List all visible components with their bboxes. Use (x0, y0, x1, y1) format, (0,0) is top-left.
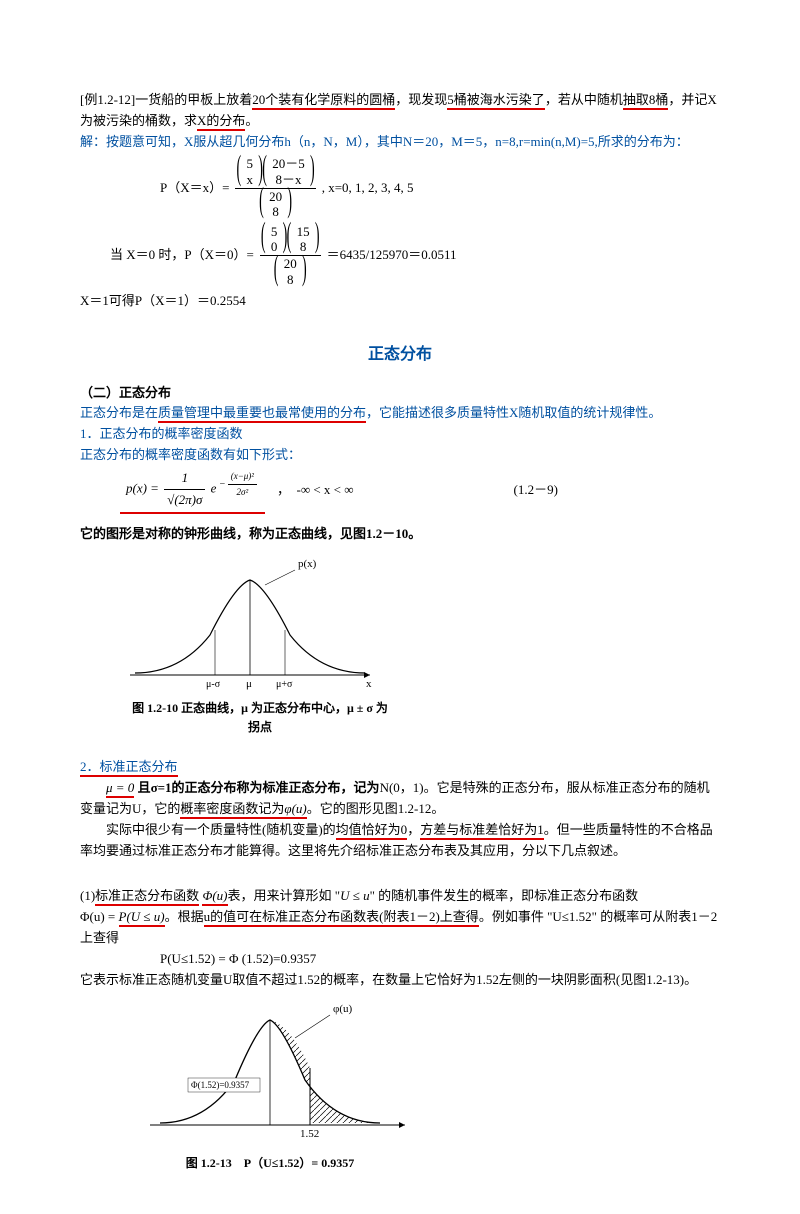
phi-line2: Φ(u) = P(U ≤ u)。根据u的值可在标准正态分布函数表(附表1－2)上… (80, 907, 720, 949)
phi-p3: 它表示标准正态随机变量U取值不超过1.52的概率，在数量上它恰好为1.52左侧的… (80, 970, 720, 991)
figcap1: 图 1.2-10 正态曲线，μ 为正态分布中心，μ ± σ 为 拐点 (110, 699, 410, 737)
px-label: P（X＝x）= (160, 178, 229, 199)
std-h-text: 2．标准正态分布 (80, 759, 178, 777)
shaded-figure: φ(u) Φ(1.52)=0.9357 1.52 (140, 990, 720, 1150)
fc1b: 拐点 (248, 720, 272, 734)
iu: 质量管理中最重要也最常使用的分布 (158, 405, 366, 423)
b1t: 5 (246, 156, 253, 172)
c3t: 20 (284, 256, 297, 272)
underline-3: 抽取8桶 (623, 92, 669, 110)
formula-px: P（X＝x）= 5x 20－58－x 208 , x=0, 1, 2, 3, 4… (160, 156, 720, 219)
shaded-svg: φ(u) Φ(1.52)=0.9357 1.52 (140, 990, 420, 1150)
xax: x (366, 678, 372, 690)
xvals: , x=0, 1, 2, 3, 4, 5 (322, 178, 414, 199)
phiu: φ(u) (284, 801, 306, 819)
res0: ＝6435/125970＝0.0511 (327, 245, 457, 266)
c2t: 15 (297, 224, 310, 240)
example-label: [例1.2-12] (80, 92, 135, 107)
l1: 正态分布的概率密度函数有如下形式： (80, 445, 720, 466)
mu0: μ = 0 (106, 780, 134, 798)
when0: 当 X＝0 时，P（X＝0）= (110, 245, 254, 266)
t2: ，现发现 (395, 92, 447, 107)
example-block: [例1.2-12]一货船的甲板上放着20个装有化学原料的圆桶，现发现5桶被海水污… (80, 90, 720, 132)
formula-x0: 当 X＝0 时，P（X＝0）= 50 158 208 ＝6435/125970＝… (110, 224, 720, 287)
i1: 正态分布 (80, 405, 132, 420)
pc: " 的随机事件发生的概率，即标准正态分布函数 (370, 888, 639, 903)
x1-line: X＝1可得P（X＝1）＝0.2554 (80, 291, 720, 312)
sub1: 1．正态分布的概率密度函数 (80, 424, 720, 445)
h2-text: （二）正态分布 (80, 385, 171, 400)
pa: (1) (80, 888, 95, 903)
c3b: 8 (284, 272, 297, 288)
underline-4: X的分布 (197, 113, 245, 131)
su1: 均值恰好为0 (336, 822, 408, 840)
phi-p1: (1)标准正态分布函数 Φ(u)表，用来计算形如 "U ≤ u" 的随机事件发生… (80, 886, 720, 907)
mu-s: μ-σ (206, 679, 221, 690)
underline-1: 20个装有化学原料的圆桶 (252, 92, 395, 110)
Phi: Φ(u) (202, 888, 227, 906)
fc1a: 图 1.2-10 正态曲线，μ 为正态分布中心，μ ± σ 为 (132, 701, 388, 715)
pd: 概率密度函数记为 (180, 801, 284, 819)
underline-2: 5桶被海水污染了 (447, 92, 545, 110)
bell-label: p(x) (298, 558, 317, 570)
range: ， -∞ < x < ∞ (277, 480, 354, 501)
belltext: 它的图形是对称的钟形曲线，称为正态曲线，见图1.2－10。 (80, 524, 720, 545)
eqnum: (1.2－9) (514, 480, 558, 501)
bell-svg: p(x) μ μ-σ μ+σ x (120, 545, 380, 695)
pu2: u的值可在标准正态分布函数表(附表1－2)上查得 (204, 909, 479, 927)
density-formula: p(x) = 1√(2π)σ e −(x−μ)²2σ² ， -∞ < x < ∞… (120, 466, 720, 515)
phi-val: Φ(1.52)=0.9357 (191, 1080, 250, 1090)
mu-ps: μ+σ (276, 679, 293, 690)
c1t: 5 (271, 224, 278, 240)
p1b: 的正态分布称为标准正态分布，记为 (172, 780, 380, 795)
l2b: 。根据 (165, 909, 204, 924)
figcap2: 图 1.2-13 P（U≤1.52）= 0.9357 (130, 1154, 410, 1173)
t3: ，若从中随机 (545, 92, 623, 107)
x152: 1.52 (300, 1128, 319, 1140)
b3t: 20 (269, 189, 282, 205)
std-p2: 实际中很少有一个质量特性(随机变量)的均值恰好为0，方差与标准差恰好为1。但一些… (80, 820, 720, 862)
mu: μ (246, 678, 252, 690)
p2a: 实际中很少有一个质量特性(随机变量)的 (106, 822, 336, 837)
i3: ，它能描述很多质量特性X随机取值的统计规律性。 (366, 405, 661, 420)
intro: 正态分布是在质量管理中最重要也最常使用的分布，它能描述很多质量特性X随机取值的统… (80, 403, 720, 424)
solution-text: 解：按题意可知，X服从超几何分布h（n，N，M），其中N＝20，M＝5，n=8,… (80, 134, 689, 149)
phi-label: φ(u) (333, 1003, 353, 1015)
p1a: 且σ=1 (138, 780, 172, 795)
phi-eq: P(U≤1.52) = Φ (1.52)=0.9357 (160, 949, 720, 970)
b1b: x (246, 172, 253, 188)
belltext-b: 它的图形是对称的钟形曲线，称为正态曲线，见图1.2－10。 (80, 526, 421, 541)
pb: 表，用来计算形如 " (228, 888, 341, 903)
b3b: 8 (269, 204, 282, 220)
b2t: 20－5 (272, 156, 305, 172)
std-h: 2．标准正态分布 (80, 757, 720, 778)
p2b: ， (407, 822, 420, 837)
t1: 一货船的甲板上放着 (135, 92, 252, 107)
bell-figure: p(x) μ μ-σ μ+σ x (120, 545, 720, 695)
t5: 。 (245, 113, 258, 128)
PU: P(U ≤ u) (119, 909, 165, 927)
section-title: 正态分布 (80, 342, 720, 368)
h2: （二）正态分布 (80, 383, 720, 404)
su2: 方差与标准差恰好为1 (420, 822, 544, 840)
pu1: 标准正态分布函数 (95, 888, 199, 906)
std-p1: μ = 0 且σ=1的正态分布称为标准正态分布，记为N(0，1)。它是特殊的正态… (80, 778, 720, 820)
p1d: 。它的图形见图1.2-12。 (307, 801, 445, 816)
solution-line: 解：按题意可知，X服从超几何分布h（n，N，M），其中N＝20，M＝5，n=8,… (80, 132, 720, 153)
i2: 是在 (132, 405, 158, 420)
Uu: U ≤ u (340, 888, 370, 903)
